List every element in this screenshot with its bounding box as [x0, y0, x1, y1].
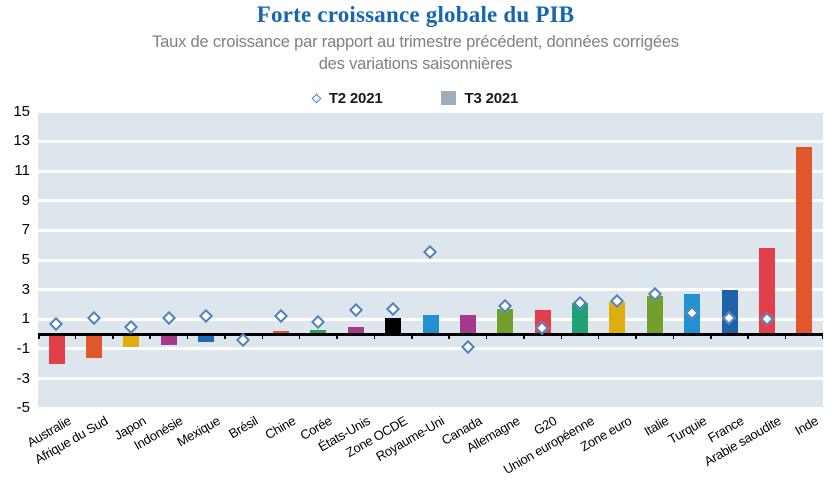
t2-marker-chine — [273, 309, 288, 324]
gridline-7 — [38, 228, 823, 232]
plot-area — [38, 110, 823, 410]
x-axis-tick — [149, 335, 151, 340]
chart-title: Forte croissance globale du PIB — [256, 2, 575, 27]
bar-australie — [48, 334, 65, 364]
t2-marker-japon — [124, 319, 139, 334]
t2-marker-etats-unis — [348, 303, 363, 318]
legend-item-t3: T3 2021 — [440, 89, 519, 107]
y-axis-label--5: -5 — [16, 399, 30, 417]
x-axis-line — [38, 332, 823, 336]
bar-arabie-saoudite — [758, 248, 775, 335]
x-axis-tick — [336, 335, 338, 340]
gridline-11 — [38, 169, 823, 173]
bar-zone-euro — [609, 301, 626, 335]
t2-marker-mexique — [198, 309, 214, 324]
t2-marker-afrique-du-sud — [86, 310, 101, 325]
y-axis-label-13: 13 — [13, 132, 30, 150]
t2-marker-royaume-uni — [423, 245, 438, 260]
gridline-15 — [38, 110, 823, 114]
bar-afrique-du-sud — [86, 334, 103, 358]
gridline-9 — [38, 199, 823, 203]
bar-chine — [272, 331, 289, 335]
x-axis-tick — [523, 335, 525, 340]
x-axis-label-chine: Chine — [261, 413, 298, 443]
y-axis-label-15: 15 — [13, 102, 30, 120]
bar-union-europeenne — [572, 303, 589, 335]
t3-bar-swatch-icon — [440, 91, 456, 105]
bar-coree — [310, 329, 327, 335]
x-axis-tick — [298, 335, 301, 340]
x-axis-label-bresil: Brésil — [226, 413, 261, 442]
chart-subtitle-line2: des variations saisonnières — [318, 55, 513, 73]
bar-zone-ocde — [385, 317, 402, 335]
gridline--5 — [38, 406, 823, 410]
y-axis-label--1: -1 — [16, 339, 30, 357]
x-axis-tick — [261, 335, 264, 340]
bar-etats-unis — [347, 326, 364, 335]
x-axis-tick — [186, 335, 189, 340]
x-axis-tick — [821, 335, 823, 340]
gridline-5 — [38, 258, 823, 262]
y-axis-label--3: -3 — [16, 369, 30, 387]
x-axis-tick — [710, 335, 712, 340]
bar-royaume-uni — [422, 314, 439, 335]
y-axis-label-9: 9 — [21, 191, 30, 209]
bar-indonesie — [160, 334, 177, 345]
t2-marker-zone-ocde — [385, 301, 400, 316]
y-axis-label-11: 11 — [14, 162, 30, 180]
x-axis-tick — [560, 335, 563, 340]
x-axis-tick — [411, 335, 413, 340]
x-axis-tick — [448, 335, 450, 340]
y-axis-label-5: 5 — [21, 251, 30, 268]
legend-t2-label: T2 2021 — [328, 89, 383, 107]
y-axis-label-1: 1 — [21, 310, 30, 328]
chart-legend: T2 2021 T3 2021 — [0, 88, 831, 108]
bar-japon — [123, 334, 140, 348]
x-axis-tick — [747, 335, 749, 340]
t2-marker-canada — [460, 340, 475, 355]
gridline--3 — [38, 377, 823, 381]
bar-italie — [646, 295, 663, 335]
t2-marker-indonesie — [161, 310, 176, 325]
x-axis-tick — [485, 335, 488, 340]
legend-item-t2: T2 2021 — [311, 89, 383, 107]
x-axis-label-turquie: Turquie — [665, 413, 709, 447]
bar-allemagne — [497, 308, 514, 335]
gridline-3 — [38, 288, 823, 292]
legend-t3-label: T3 2021 — [464, 89, 519, 107]
x-axis-label-inde: Inde — [792, 413, 821, 439]
gridline--1 — [38, 347, 823, 351]
gridline-13 — [38, 139, 823, 143]
bar-inde — [796, 147, 813, 335]
bar-canada — [459, 314, 476, 335]
x-axis-tick — [373, 335, 376, 340]
chart-subtitle-line1: Taux de croissance par rapport au trimes… — [152, 33, 679, 51]
x-axis-tick — [74, 335, 77, 340]
x-axis-tick — [597, 335, 600, 340]
x-axis-tick — [635, 335, 637, 340]
x-axis-tick — [224, 335, 226, 340]
bar-mexique — [198, 334, 215, 342]
x-axis-tick — [38, 335, 40, 340]
y-axis-label-7: 7 — [21, 221, 30, 239]
x-axis-tick — [672, 335, 675, 340]
x-axis-tick — [112, 335, 114, 340]
y-axis-label-3: 3 — [21, 280, 30, 298]
x-axis-tick — [784, 335, 787, 340]
